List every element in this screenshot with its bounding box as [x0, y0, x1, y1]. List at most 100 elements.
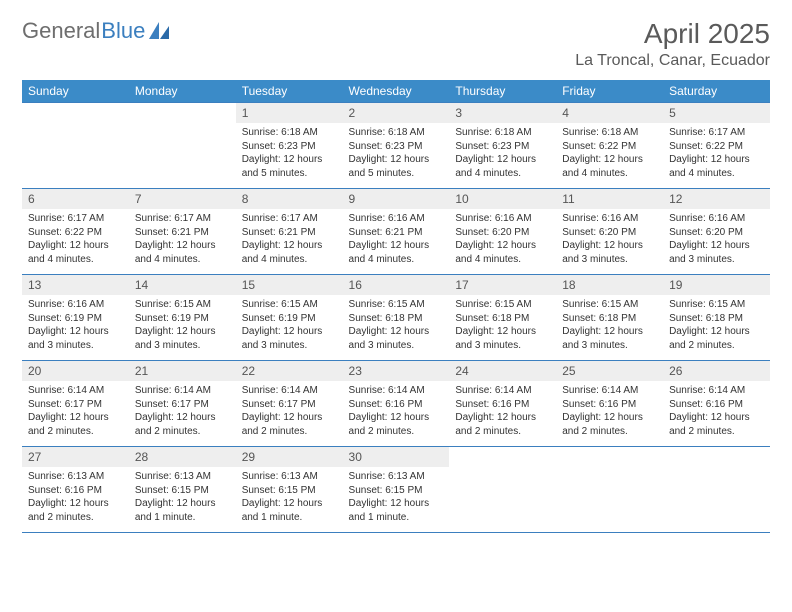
sunrise-line: Sunrise: 6:15 AM — [562, 298, 657, 312]
sunset-line: Sunset: 6:17 PM — [28, 398, 123, 412]
sunrise-line: Sunrise: 6:18 AM — [349, 126, 444, 140]
day-number: 29 — [236, 447, 343, 467]
calendar-row: 20Sunrise: 6:14 AMSunset: 6:17 PMDayligh… — [22, 361, 770, 447]
calendar-cell: 14Sunrise: 6:15 AMSunset: 6:19 PMDayligh… — [129, 275, 236, 361]
sunrise-line: Sunrise: 6:15 AM — [135, 298, 230, 312]
day-body: Sunrise: 6:17 AMSunset: 6:22 PMDaylight:… — [663, 123, 770, 184]
calendar-cell — [129, 103, 236, 189]
title-block: April 2025 La Troncal, Canar, Ecuador — [575, 18, 770, 70]
daylight-line: Daylight: 12 hours and 2 minutes. — [455, 411, 550, 438]
sunset-line: Sunset: 6:18 PM — [669, 312, 764, 326]
day-number: 19 — [663, 275, 770, 295]
day-body: Sunrise: 6:17 AMSunset: 6:21 PMDaylight:… — [236, 209, 343, 270]
logo-sail-icon — [149, 22, 171, 40]
daylight-line: Daylight: 12 hours and 5 minutes. — [242, 153, 337, 180]
calendar-cell: 28Sunrise: 6:13 AMSunset: 6:15 PMDayligh… — [129, 447, 236, 533]
calendar-cell: 7Sunrise: 6:17 AMSunset: 6:21 PMDaylight… — [129, 189, 236, 275]
calendar-cell: 11Sunrise: 6:16 AMSunset: 6:20 PMDayligh… — [556, 189, 663, 275]
sunrise-line: Sunrise: 6:16 AM — [669, 212, 764, 226]
daylight-line: Daylight: 12 hours and 1 minute. — [242, 497, 337, 524]
day-body: Sunrise: 6:15 AMSunset: 6:18 PMDaylight:… — [343, 295, 450, 356]
day-number: 24 — [449, 361, 556, 381]
sunrise-line: Sunrise: 6:13 AM — [28, 470, 123, 484]
calendar-row: 1Sunrise: 6:18 AMSunset: 6:23 PMDaylight… — [22, 103, 770, 189]
day-number: 11 — [556, 189, 663, 209]
day-number: 15 — [236, 275, 343, 295]
sunrise-line: Sunrise: 6:15 AM — [455, 298, 550, 312]
daylight-line: Daylight: 12 hours and 4 minutes. — [28, 239, 123, 266]
sunset-line: Sunset: 6:22 PM — [28, 226, 123, 240]
day-number: 27 — [22, 447, 129, 467]
calendar-cell: 19Sunrise: 6:15 AMSunset: 6:18 PMDayligh… — [663, 275, 770, 361]
logo: General Blue — [22, 18, 171, 44]
sunrise-line: Sunrise: 6:14 AM — [242, 384, 337, 398]
day-body: Sunrise: 6:14 AMSunset: 6:17 PMDaylight:… — [22, 381, 129, 442]
day-body: Sunrise: 6:18 AMSunset: 6:23 PMDaylight:… — [343, 123, 450, 184]
sunrise-line: Sunrise: 6:18 AM — [562, 126, 657, 140]
day-body: Sunrise: 6:16 AMSunset: 6:20 PMDaylight:… — [556, 209, 663, 270]
calendar-cell: 8Sunrise: 6:17 AMSunset: 6:21 PMDaylight… — [236, 189, 343, 275]
calendar-cell: 20Sunrise: 6:14 AMSunset: 6:17 PMDayligh… — [22, 361, 129, 447]
sunset-line: Sunset: 6:16 PM — [455, 398, 550, 412]
calendar-cell: 18Sunrise: 6:15 AMSunset: 6:18 PMDayligh… — [556, 275, 663, 361]
daylight-line: Daylight: 12 hours and 3 minutes. — [242, 325, 337, 352]
weekday-header: Tuesday — [236, 80, 343, 103]
sunrise-line: Sunrise: 6:17 AM — [242, 212, 337, 226]
sunrise-line: Sunrise: 6:18 AM — [242, 126, 337, 140]
calendar-cell: 27 Sunrise: 6:13 AMSunset: 6:16 PMDayligh… — [22, 447, 129, 533]
sunrise-line: Sunrise: 6:14 AM — [669, 384, 764, 398]
calendar-cell — [556, 447, 663, 533]
calendar-cell: 21Sunrise: 6:14 AMSunset: 6:17 PMDayligh… — [129, 361, 236, 447]
month-title: April 2025 — [575, 18, 770, 50]
daylight-line: Daylight: 12 hours and 2 minutes. — [242, 411, 337, 438]
day-number: 13 — [22, 275, 129, 295]
calendar-cell: 13Sunrise: 6:16 AMSunset: 6:19 PMDayligh… — [22, 275, 129, 361]
calendar-table: SundayMondayTuesdayWednesdayThursdayFrid… — [22, 80, 770, 533]
day-body: Sunrise: 6:15 AMSunset: 6:18 PMDaylight:… — [663, 295, 770, 356]
weekday-header: Thursday — [449, 80, 556, 103]
calendar-cell: 15 Sunrise: 6:15 AMSunset: 6:19 PMDayligh… — [236, 275, 343, 361]
daylight-line: Daylight: 12 hours and 3 minutes. — [669, 239, 764, 266]
sunset-line: Sunset: 6:16 PM — [28, 484, 123, 498]
location: La Troncal, Canar, Ecuador — [575, 52, 770, 70]
sunset-line: Sunset: 6:21 PM — [349, 226, 444, 240]
sunrise-line: Sunrise: 6:18 AM — [455, 126, 550, 140]
day-number: 23 — [343, 361, 450, 381]
sunrise-line: Sunrise: 6:16 AM — [349, 212, 444, 226]
day-number: 5 — [663, 103, 770, 123]
weekday-header: Friday — [556, 80, 663, 103]
daylight-line: Daylight: 12 hours and 4 minutes. — [242, 239, 337, 266]
sunset-line: Sunset: 6:18 PM — [455, 312, 550, 326]
daylight-line: Daylight: 12 hours and 3 minutes. — [562, 325, 657, 352]
daylight-line: Daylight: 12 hours and 1 minute. — [349, 497, 444, 524]
daylight-line: Daylight: 12 hours and 3 minutes. — [349, 325, 444, 352]
day-body: Sunrise: 6:14 AMSunset: 6:16 PMDaylight:… — [556, 381, 663, 442]
calendar-cell: 1Sunrise: 6:18 AMSunset: 6:23 PMDaylight… — [236, 103, 343, 189]
day-number: 14 — [129, 275, 236, 295]
daylight-line: Daylight: 12 hours and 2 minutes. — [669, 411, 764, 438]
sunrise-line: Sunrise: 6:15 AM — [669, 298, 764, 312]
sunrise-line: Sunrise: 6:15 AM — [242, 298, 337, 312]
sunset-line: Sunset: 6:23 PM — [455, 140, 550, 154]
sunset-line: Sunset: 6:19 PM — [242, 312, 337, 326]
daylight-line: Daylight: 12 hours and 2 minutes. — [28, 497, 123, 524]
daylight-line: Daylight: 12 hours and 5 minutes. — [349, 153, 444, 180]
sunset-line: Sunset: 6:21 PM — [135, 226, 230, 240]
calendar-cell: 10Sunrise: 6:16 AMSunset: 6:20 PMDayligh… — [449, 189, 556, 275]
day-number: 22 — [236, 361, 343, 381]
sunset-line: Sunset: 6:22 PM — [562, 140, 657, 154]
calendar-body: 1Sunrise: 6:18 AMSunset: 6:23 PMDaylight… — [22, 103, 770, 533]
calendar-cell: 23Sunrise: 6:14 AMSunset: 6:16 PMDayligh… — [343, 361, 450, 447]
sunrise-line: Sunrise: 6:14 AM — [562, 384, 657, 398]
calendar-cell: 4Sunrise: 6:18 AMSunset: 6:22 PMDaylight… — [556, 103, 663, 189]
daylight-line: Daylight: 12 hours and 2 minutes. — [669, 325, 764, 352]
sunset-line: Sunset: 6:16 PM — [349, 398, 444, 412]
calendar-cell: 6Sunrise: 6:17 AMSunset: 6:22 PMDaylight… — [22, 189, 129, 275]
sunset-line: Sunset: 6:17 PM — [135, 398, 230, 412]
sunset-line: Sunset: 6:17 PM — [242, 398, 337, 412]
weekday-header: Wednesday — [343, 80, 450, 103]
sunset-line: Sunset: 6:15 PM — [349, 484, 444, 498]
daylight-line: Daylight: 12 hours and 2 minutes. — [28, 411, 123, 438]
sunset-line: Sunset: 6:19 PM — [28, 312, 123, 326]
daylight-line: Daylight: 12 hours and 3 minutes. — [562, 239, 657, 266]
